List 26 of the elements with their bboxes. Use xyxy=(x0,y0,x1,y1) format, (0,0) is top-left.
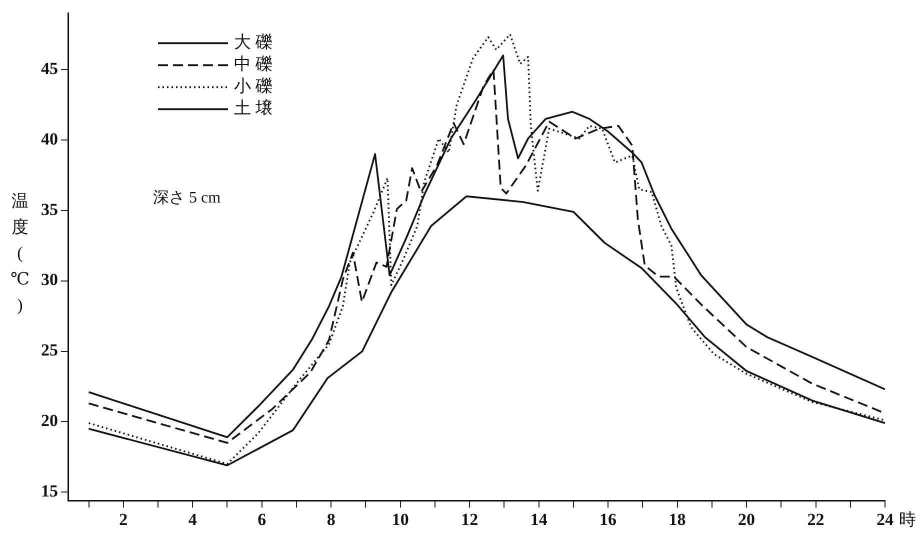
y-tick-label: 35 xyxy=(41,200,58,219)
x-tick-label: 12 xyxy=(461,510,478,530)
x-axis-title: 時 xyxy=(899,510,916,530)
y-tick-label: 25 xyxy=(41,340,58,360)
y-tick-label: 45 xyxy=(41,58,58,78)
x-tick-label: 10 xyxy=(392,510,409,530)
y-tick-label: 30 xyxy=(41,270,58,290)
x-tick-label: 24 xyxy=(876,510,894,530)
y-tick-label: 15 xyxy=(41,482,58,501)
x-tick-label: 22 xyxy=(807,510,824,530)
x-tick-label: 4 xyxy=(188,510,198,530)
x-tick-label: 20 xyxy=(738,510,756,530)
annotation: 深さ 5 cm xyxy=(153,189,222,206)
x-tick-label: 2 xyxy=(119,510,128,530)
y-tick-label: 40 xyxy=(41,129,58,148)
x-tick-label: 6 xyxy=(258,510,266,530)
legend-label: 中 礫 xyxy=(234,54,272,74)
x-tick-label: 18 xyxy=(668,510,686,530)
legend-label: 小 礫 xyxy=(234,76,272,96)
x-tick-label: 8 xyxy=(326,510,336,530)
x-tick-label: 16 xyxy=(600,510,617,530)
y-tick-label: 20 xyxy=(41,411,58,430)
x-tick-label: 14 xyxy=(530,510,548,530)
legend-label: 大 礫 xyxy=(234,32,272,52)
y-axis-title: 温度(℃) xyxy=(10,191,30,314)
legend-label: 土 壌 xyxy=(234,98,272,118)
